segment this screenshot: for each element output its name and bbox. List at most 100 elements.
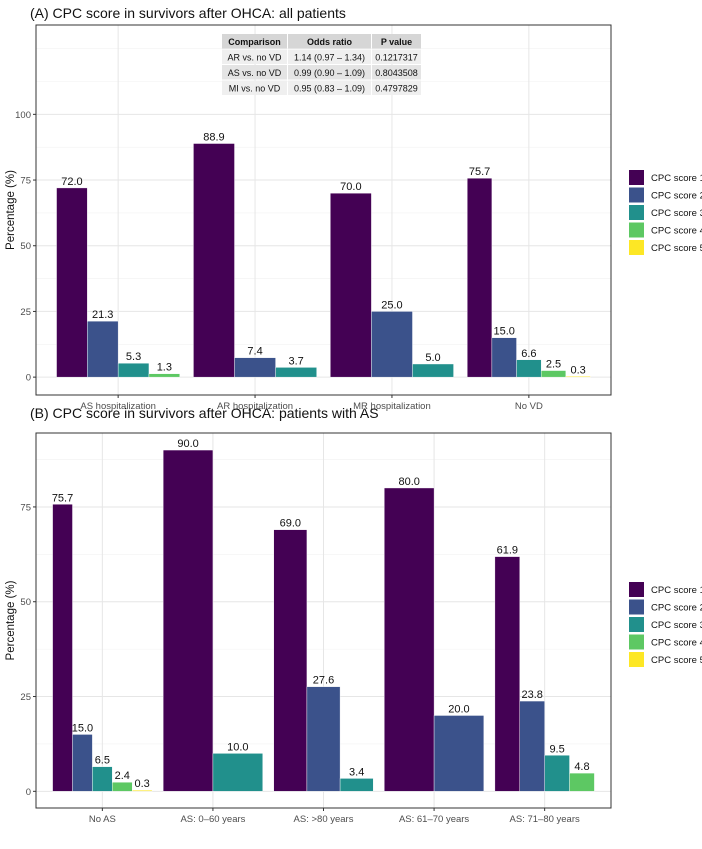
- table-cell-bg: [288, 80, 371, 95]
- bar-cpc-score-4: [148, 373, 180, 378]
- bar-cpc-score-1: [193, 143, 235, 378]
- x-tick-label: No VD: [515, 401, 543, 412]
- legend-label: CPC score 2: [651, 603, 702, 614]
- bar-cpc-score-4: [540, 370, 567, 378]
- table-cell: 0.1217317: [375, 53, 418, 63]
- y-tick-label: 100: [15, 110, 31, 121]
- bar-value-label: 4.8: [574, 761, 589, 773]
- bar-cpc-score-1: [162, 449, 214, 792]
- table-cell-bg: [372, 80, 421, 95]
- x-tick-label: No AS: [89, 814, 116, 825]
- bar-value-label: 70.0: [340, 181, 361, 193]
- bar-cpc-score-2: [371, 311, 413, 378]
- bar-value-label: 25.0: [381, 299, 402, 311]
- bar-value-label: 20.0: [448, 703, 469, 715]
- bar-value-label: 23.8: [522, 689, 543, 701]
- plot-border: [35, 24, 612, 396]
- legend-swatch-4: [629, 634, 644, 650]
- bar-value-label: 80.0: [398, 476, 419, 488]
- bar-value-label: 0.3: [135, 778, 150, 790]
- bar-value-label: 75.7: [52, 492, 73, 504]
- legend-swatch-5: [629, 652, 644, 667]
- table-header: P value: [381, 37, 412, 47]
- bar-value-label: 5.0: [425, 352, 440, 364]
- table-cell: AS vs. no VD: [228, 68, 282, 78]
- legend-label: CPC score 1: [651, 173, 702, 184]
- bar-cpc-score-1: [56, 187, 88, 378]
- bar-cpc-score-3: [412, 363, 454, 378]
- bar-cpc-score-3: [92, 766, 113, 792]
- legend-swatch-3: [629, 617, 644, 632]
- bar-cpc-score-3: [275, 367, 317, 378]
- x-tick-label: MR hospitalization: [353, 401, 431, 412]
- panel-a: (A) CPC score in survivors after OHCA: a…: [5, 5, 702, 412]
- legend-label: CPC score 4: [651, 226, 702, 237]
- bar-cpc-score-5: [132, 789, 153, 792]
- table-header-cell: [222, 34, 287, 49]
- bar-value-label: 6.6: [521, 348, 536, 360]
- bar-cpc-score-2: [72, 734, 93, 792]
- bar-value-label: 15.0: [494, 326, 515, 338]
- legend-swatch-4: [629, 222, 644, 238]
- table-cell: 0.8043508: [375, 68, 418, 78]
- bar-value-label: 0.3: [570, 364, 585, 376]
- x-tick-label: AS: 61–70 years: [399, 814, 469, 825]
- plot-border: [35, 432, 612, 809]
- bar-value-label: 7.4: [247, 346, 262, 358]
- bar-value-label: 6.5: [95, 755, 110, 767]
- bar-cpc-score-2: [519, 700, 545, 792]
- bar-value-label: 10.0: [227, 741, 248, 753]
- bar-cpc-score-2: [87, 320, 119, 378]
- bar-cpc-score-1: [494, 556, 520, 792]
- x-tick-label: AS: 71–80 years: [510, 814, 580, 825]
- table-cell-bg: [222, 65, 287, 80]
- legend-swatch-3: [629, 205, 644, 220]
- bar-cpc-score-3: [212, 753, 263, 792]
- table-cell-bg: [288, 49, 371, 64]
- bar-cpc-score-4: [569, 772, 595, 792]
- legend-swatch-2: [629, 187, 644, 203]
- table-header-cell: [288, 34, 371, 49]
- legend-swatch-1: [629, 170, 644, 185]
- bar-cpc-score-1: [52, 504, 73, 792]
- bar-cpc-score-3: [544, 755, 570, 792]
- bar-value-label: 9.5: [549, 743, 564, 755]
- x-tick-label: AR hospitalization: [217, 401, 293, 412]
- chart-title: (A) CPC score in survivors after OHCA: a…: [30, 5, 346, 21]
- bar-value-label: 27.6: [313, 675, 334, 687]
- y-tick-label: 50: [20, 597, 31, 608]
- bar-value-label: 75.7: [469, 166, 490, 178]
- bar-value-label: 69.0: [280, 518, 301, 530]
- y-axis-label: Percentage (%): [5, 580, 17, 660]
- table-cell-bg: [372, 65, 421, 80]
- bar-cpc-score-4: [112, 782, 133, 792]
- bar-value-label: 3.7: [288, 355, 303, 367]
- table-cell: 1.14 (0.97 – 1.34): [294, 53, 365, 63]
- y-tick-label: 25: [20, 307, 31, 318]
- table-cell: 0.99 (0.90 – 1.09): [294, 68, 365, 78]
- x-tick-label: AS hospitalization: [80, 401, 156, 412]
- bar-value-label: 2.5: [546, 359, 561, 371]
- y-tick-label: 50: [20, 241, 31, 252]
- table-cell-bg: [372, 49, 421, 64]
- y-tick-label: 75: [20, 502, 31, 513]
- bar-cpc-score-1: [467, 178, 493, 378]
- bar-value-label: 15.0: [72, 722, 93, 734]
- bar-cpc-score-1: [330, 192, 372, 378]
- bar-value-label: 5.3: [126, 351, 141, 363]
- bar-cpc-score-2: [306, 686, 341, 792]
- table-header: Odds ratio: [307, 37, 353, 47]
- bar-value-label: 72.0: [61, 176, 82, 188]
- bar-cpc-score-3: [516, 359, 542, 378]
- legend-swatch-1: [629, 582, 644, 597]
- table-cell: 0.95 (0.83 – 1.09): [294, 84, 365, 94]
- legend-label: CPC score 1: [651, 585, 702, 596]
- x-tick-label: AS: >80 years: [294, 814, 354, 825]
- y-tick-label: 0: [26, 787, 31, 798]
- legend-label: CPC score 3: [651, 620, 702, 631]
- table-header: Comparison: [228, 37, 281, 47]
- legend-label: CPC score 3: [651, 208, 702, 219]
- bar-value-label: 1.3: [157, 362, 172, 374]
